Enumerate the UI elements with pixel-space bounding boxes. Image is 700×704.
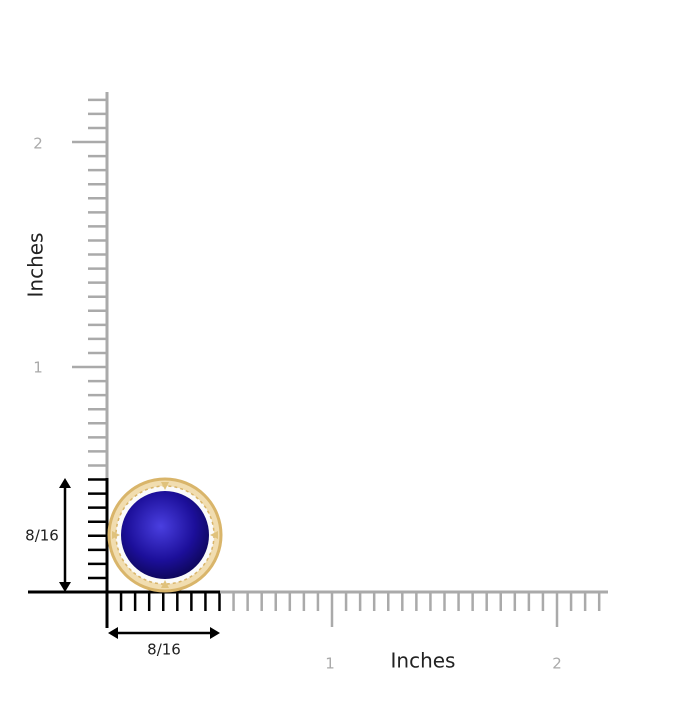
x-axis-label: Inches [391, 649, 456, 673]
ring [107, 477, 223, 593]
y-tick-label: 2 [33, 135, 43, 153]
width-label: 8/16 [147, 641, 181, 659]
y-tick-label: 1 [33, 359, 43, 377]
width-arrow [108, 627, 220, 639]
y-axis-label: Inches [24, 233, 48, 298]
height-arrow [59, 478, 71, 592]
x-tick-label: 2 [552, 655, 562, 673]
height-label: 8/16 [25, 527, 59, 545]
ruler-ticks [72, 98, 601, 627]
x-tick-label: 1 [325, 655, 335, 673]
